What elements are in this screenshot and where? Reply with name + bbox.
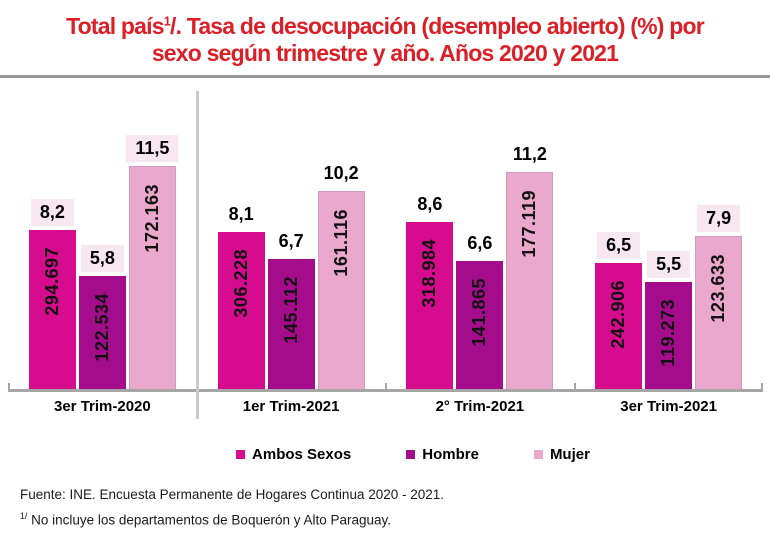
rate-label-ambos-sexos: 8,6: [417, 194, 443, 215]
legend-label-mujer: Mujer: [549, 445, 590, 463]
bar-hombre-2-trim-2021: 141.865: [456, 260, 504, 389]
rate-label-mujer: 11,2: [512, 143, 547, 164]
bar-ambos-sexos-1er-trim-2021: 306.228: [217, 231, 265, 389]
bar-mujer-1er-trim-2021: 161.116: [317, 191, 365, 389]
bar-ambos-sexos-3er-trim-2020: 294.697: [28, 229, 76, 389]
legend-item-ambos-sexos: Ambos Sexos: [236, 446, 351, 463]
chart-area: 8,2 294.697 5,8 122.534 11,5 172.163 8,1 306.22…: [0, 90, 770, 422]
bar-mujer-2-trim-2021: 177.119: [506, 171, 554, 389]
bar-slot: 7,9 123.633: [695, 204, 743, 389]
legend-item-mujer: Mujer: [533, 445, 590, 463]
category-label-1er-trim-2021: 1er Trim-2021: [242, 398, 340, 416]
category-label-2-trim-2021: 2° Trim-2021: [435, 398, 525, 416]
axis-tick: [384, 382, 387, 389]
footnote-superscript: 1/: [20, 510, 28, 521]
bar-count-label: 161.116: [330, 209, 351, 277]
bar-count-label: 177.119: [519, 189, 540, 258]
bar-hombre-3er-trim-2021: 119.273: [645, 282, 693, 389]
bar-group-3er-trim-2020: 8,2 294.697 5,8 122.534 11,5 172.163: [8, 135, 197, 389]
bar-hombre-3er-trim-2020: 122.534: [78, 276, 126, 389]
rate-label-ambos-sexos: 8,1: [228, 203, 254, 224]
bar-slot: 6,6 141.865: [456, 230, 504, 389]
bar-slot: 5,5 119.273: [645, 251, 693, 389]
legend-swatch-ambos-sexos: [236, 449, 246, 459]
rate-label-mujer: 11,5: [126, 135, 179, 163]
title-line2: sexo según trimestre y año. Años 2020 y …: [151, 39, 619, 66]
rate-label-hombre: 5,8: [80, 245, 124, 273]
year-separator-line: [196, 90, 199, 419]
bar-count-label: 122.534: [91, 293, 112, 363]
category-label-3er-trim-2020: 3er Trim-2020: [54, 398, 151, 416]
bar-count-label: 318.984: [419, 239, 440, 308]
legend-swatch-mujer: [533, 449, 543, 459]
bar-count-label: 294.697: [41, 246, 62, 316]
rate-label-mujer: 7,9: [697, 204, 741, 232]
title-superscript: 1: [163, 14, 171, 28]
bar-mujer-3er-trim-2020: 172.163: [128, 166, 176, 389]
legend-swatch-hombre: [406, 449, 416, 459]
footnote: 1/ No incluye los departamentos de Boque…: [20, 510, 392, 528]
x-axis-line: [8, 388, 763, 392]
bar-slot: 6,7 145.112: [267, 228, 315, 389]
bar-count-label: 172.163: [141, 184, 162, 253]
title-line1: Total país1/. Tasa de desocupación (dese…: [66, 12, 705, 39]
bar-slot: 6,5 242.906: [595, 231, 643, 389]
bar-hombre-1er-trim-2021: 145.112: [267, 259, 315, 389]
rate-label-hombre: 6,7: [278, 231, 304, 252]
bar-slot: 8,6 318.984: [406, 191, 454, 389]
chart-title: Total país1/. Tasa de desocupación (dese…: [4, 8, 766, 67]
source-note: Fuente: INE. Encuesta Permanente de Hoga…: [20, 486, 445, 502]
category-axis: 3er Trim-2020 1er Trim-2021 2° Trim-2021 3e…: [8, 392, 763, 422]
bar-slot: 8,2 294.697: [28, 198, 76, 389]
axis-tick: [761, 382, 763, 389]
bar-slot: 11,2 177.119: [506, 141, 554, 389]
legend-item-hombre: Hombre: [406, 446, 479, 463]
bar-group-1er-trim-2021: 8,1 306.228 6,7 145.112 10,2 161.116: [197, 160, 386, 389]
bar-count-label: 119.273: [658, 299, 679, 367]
rate-label-hombre: 6,6: [467, 232, 493, 253]
bar-ambos-sexos-2-trim-2021: 318.984: [406, 222, 454, 389]
bar-group-3er-trim-2021: 6,5 242.906 5,5 119.273 7,9 123.633: [574, 204, 763, 389]
rate-label-hombre: 5,5: [647, 251, 691, 279]
category-label-3er-trim-2021: 3er Trim-2021: [620, 398, 717, 416]
bar-group-2-trim-2021: 8,6 318.984 6,6 141.865 11,2 177.119: [386, 141, 575, 389]
bar-count-label: 306.228: [230, 248, 251, 318]
axis-tick: [574, 382, 577, 389]
legend-label-ambos-sexos: Ambos Sexos: [252, 445, 352, 463]
legend-label-hombre: Hombre: [422, 445, 479, 463]
legend: Ambos Sexos Hombre Mujer: [0, 446, 770, 463]
bar-slot: 11,5 172.163: [126, 135, 179, 389]
rate-label-mujer: 10,2: [323, 163, 359, 184]
rate-label-ambos-sexos: 8,2: [30, 198, 74, 226]
bar-count-label: 141.865: [469, 277, 490, 347]
bar-mujer-3er-trim-2021: 123.633: [695, 235, 743, 389]
title-divider-rule: [0, 74, 770, 78]
bar-count-label: 145.112: [280, 276, 301, 344]
plot-area: 8,2 294.697 5,8 122.534 11,5 172.163 8,1 306.22…: [8, 91, 763, 389]
bar-slot: 10,2 161.116: [317, 160, 365, 389]
bar-count-label: 242.906: [608, 279, 629, 349]
bar-count-label: 123.633: [708, 253, 729, 323]
rate-label-ambos-sexos: 6,5: [597, 231, 641, 259]
bar-ambos-sexos-3er-trim-2021: 242.906: [595, 262, 643, 389]
bar-slot: 8,1 306.228: [217, 201, 265, 389]
bar-slot: 5,8 122.534: [78, 245, 126, 389]
axis-tick: [8, 382, 10, 389]
